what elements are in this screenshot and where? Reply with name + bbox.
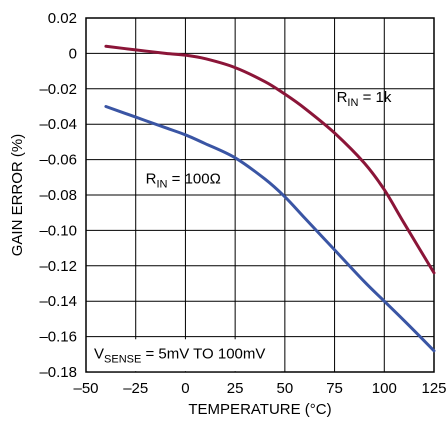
- series-label-rest: = 100Ω: [168, 170, 221, 187]
- x-tick-label: 25: [227, 380, 244, 397]
- x-tick-label: –50: [73, 380, 98, 397]
- y-tick-label: 0.02: [48, 10, 77, 27]
- x-tick-label: –25: [123, 380, 148, 397]
- y-tick-label: –0.12: [39, 258, 77, 275]
- y-tick-label: –0.02: [39, 81, 77, 98]
- series-label-sub: IN: [157, 178, 168, 190]
- y-axis-label: GAIN ERROR (%): [9, 134, 26, 257]
- vsense-annotation: VSENSE = 5mV TO 100mV: [94, 346, 265, 366]
- y-tick-labels: 0.02 0 –0.02 –0.04 –0.06 –0.08 –0.10 –0.12 –0.14…: [39, 10, 77, 381]
- grid: [86, 18, 434, 372]
- x-tick-labels: –50 –25 0 25 50 75 100 125: [73, 380, 446, 397]
- x-axis-label: TEMPERATURE (°C): [188, 401, 331, 418]
- series-label-rin-100: RIN = 100Ω: [146, 170, 221, 190]
- y-tick-label: –0.16: [39, 329, 77, 346]
- series-label-sub: IN: [347, 97, 358, 109]
- y-tick-label: –0.10: [39, 222, 77, 239]
- x-tick-label: 125: [421, 380, 446, 397]
- series-label-rin-1k: RIN = 1k: [337, 89, 392, 109]
- series-line-0: [104, 44, 436, 275]
- x-tick-label: 50: [277, 380, 294, 397]
- series-line-1: [104, 105, 436, 353]
- y-tick-label: –0.18: [39, 364, 77, 381]
- y-tick-label: –0.04: [39, 116, 77, 133]
- x-tick-label: 75: [326, 380, 343, 397]
- plot-frame: [85, 17, 435, 373]
- x-tick-label: 100: [372, 380, 397, 397]
- series-label-rest: = 1k: [358, 89, 391, 106]
- annotation-sub: SENSE: [104, 354, 141, 366]
- y-tick-label: –0.08: [39, 187, 77, 204]
- series-label-main: R: [146, 170, 157, 187]
- y-tick-label: 0: [69, 45, 77, 62]
- annotation-main: V: [94, 346, 104, 363]
- series-label-main: R: [337, 89, 348, 106]
- x-tick-label: 0: [181, 380, 189, 397]
- series-layer: [104, 44, 436, 353]
- y-tick-label: –0.06: [39, 152, 77, 169]
- annotation-background: [88, 339, 281, 372]
- y-tick-label: –0.14: [39, 293, 77, 310]
- annotation-rest: = 5mV TO 100mV: [141, 346, 265, 363]
